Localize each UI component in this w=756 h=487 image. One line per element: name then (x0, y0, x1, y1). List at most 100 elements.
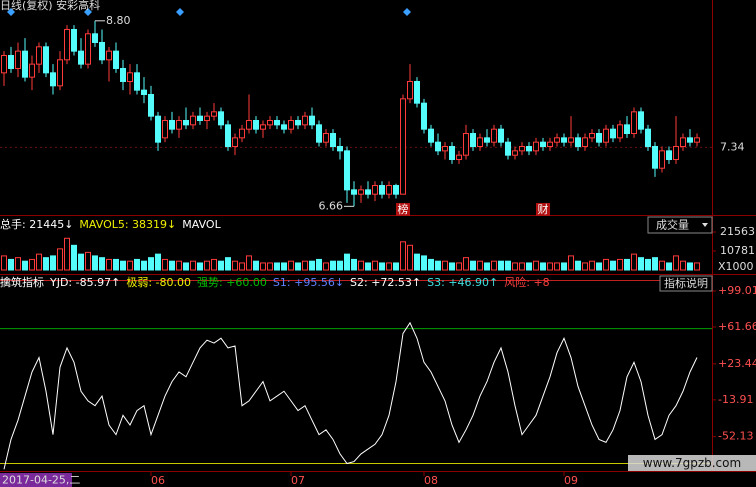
indicator-button[interactable] (659, 275, 713, 292)
candle-body (120, 67, 126, 82)
candle-body (50, 72, 56, 87)
watermark-box (628, 455, 756, 471)
volume-bar (260, 262, 266, 271)
volume-bar (246, 255, 252, 271)
candle-body (540, 141, 546, 148)
candle-body (386, 185, 392, 195)
volume-bar (78, 253, 84, 271)
button-label[interactable]: 成交量 (656, 218, 689, 232)
volume-bar (442, 260, 448, 271)
candle-body (176, 120, 182, 130)
candle-body (225, 124, 231, 148)
x-tick-label: 08 (424, 474, 438, 487)
volume-bar (477, 260, 483, 271)
volume-bar (645, 258, 651, 271)
volume-bar (85, 251, 91, 271)
volume-bar (57, 248, 63, 271)
volume-bar (498, 260, 504, 271)
candle-body (29, 63, 35, 78)
candle-body (624, 124, 630, 135)
volume-bar (120, 260, 126, 271)
candle-body (15, 50, 21, 69)
volume-bar (358, 260, 364, 271)
candle-body (134, 72, 140, 91)
legend-entry: S2: +72.53↑ (350, 276, 421, 289)
event-tag (536, 203, 550, 216)
volume-bar (43, 257, 49, 271)
candle-body (617, 124, 623, 139)
dropdown-arrow[interactable] (702, 223, 708, 227)
volume-bar (288, 260, 294, 271)
volume-bar (512, 262, 518, 271)
candle-body (568, 137, 574, 143)
volume-bar (491, 260, 497, 271)
volume-bar (134, 258, 140, 271)
panel-frame (0, 0, 756, 472)
volume-bar (8, 258, 14, 271)
candle-body (596, 133, 602, 143)
max-price-label: 8.80 (106, 14, 131, 27)
volume-bar (274, 262, 280, 271)
candle-body (309, 115, 315, 126)
y-tick-label: +23.44 (718, 357, 756, 370)
candle-body (8, 54, 14, 69)
candle-body (246, 120, 252, 130)
volume-bar (344, 253, 350, 271)
marker (84, 8, 92, 16)
volume-button[interactable] (647, 216, 713, 234)
candle-body (694, 137, 700, 143)
candle-body (393, 185, 399, 195)
x-tick-label: 07 (291, 474, 305, 487)
volume-bar (638, 257, 644, 271)
candle-body (463, 133, 469, 156)
button-label[interactable]: 指标说明 (664, 276, 708, 290)
candle-body (190, 115, 196, 126)
candle-body (652, 146, 658, 169)
candle-body (470, 133, 476, 148)
candle-body (204, 115, 210, 122)
volume-bar (71, 244, 77, 271)
y-tick-label: -13.91 (718, 393, 753, 406)
y-tick-label: 10781 (720, 244, 755, 257)
candle-body (365, 189, 371, 195)
candle-body (232, 137, 238, 148)
candle-body (211, 111, 217, 117)
volume-bar (141, 260, 147, 271)
legend-entry: S1: +95.56↓ (273, 276, 344, 289)
volume-bar (190, 260, 196, 271)
volume-bar (148, 257, 154, 271)
volume-bar (295, 262, 301, 271)
candle-body (92, 33, 98, 43)
marker (7, 8, 15, 16)
volume-bar (540, 262, 546, 271)
volume-bar (617, 258, 623, 271)
candle-body (407, 80, 413, 100)
candle-body (127, 72, 133, 82)
y-tick-label: 7.34 (720, 140, 745, 153)
candle-body (631, 111, 637, 135)
legend-entry: S3: +46.90↑ (427, 276, 498, 289)
unit-label: X1000 (718, 260, 754, 273)
candle-body (169, 120, 175, 130)
legend-entry: 擒筑指标 (0, 275, 44, 289)
volume-bar (253, 260, 259, 271)
x-tick-label: 09 (564, 474, 578, 487)
volume-bar (330, 260, 336, 271)
volume-bar (533, 260, 539, 271)
candle-body (498, 128, 504, 143)
volume-bar (155, 253, 161, 271)
candle-body (687, 137, 693, 143)
volume-bar (99, 257, 105, 271)
candle-body (260, 124, 266, 130)
candle-body (337, 146, 343, 152)
volume-bar (568, 255, 574, 271)
volume-bar (232, 260, 238, 271)
candle-body (239, 128, 245, 139)
volume-bar (372, 260, 378, 271)
legend-entry: 强势: +60.00 (197, 276, 267, 289)
volume-bar (365, 262, 371, 271)
volume-bar (463, 257, 469, 271)
volume-bar (64, 237, 70, 271)
candle-body (484, 137, 490, 143)
